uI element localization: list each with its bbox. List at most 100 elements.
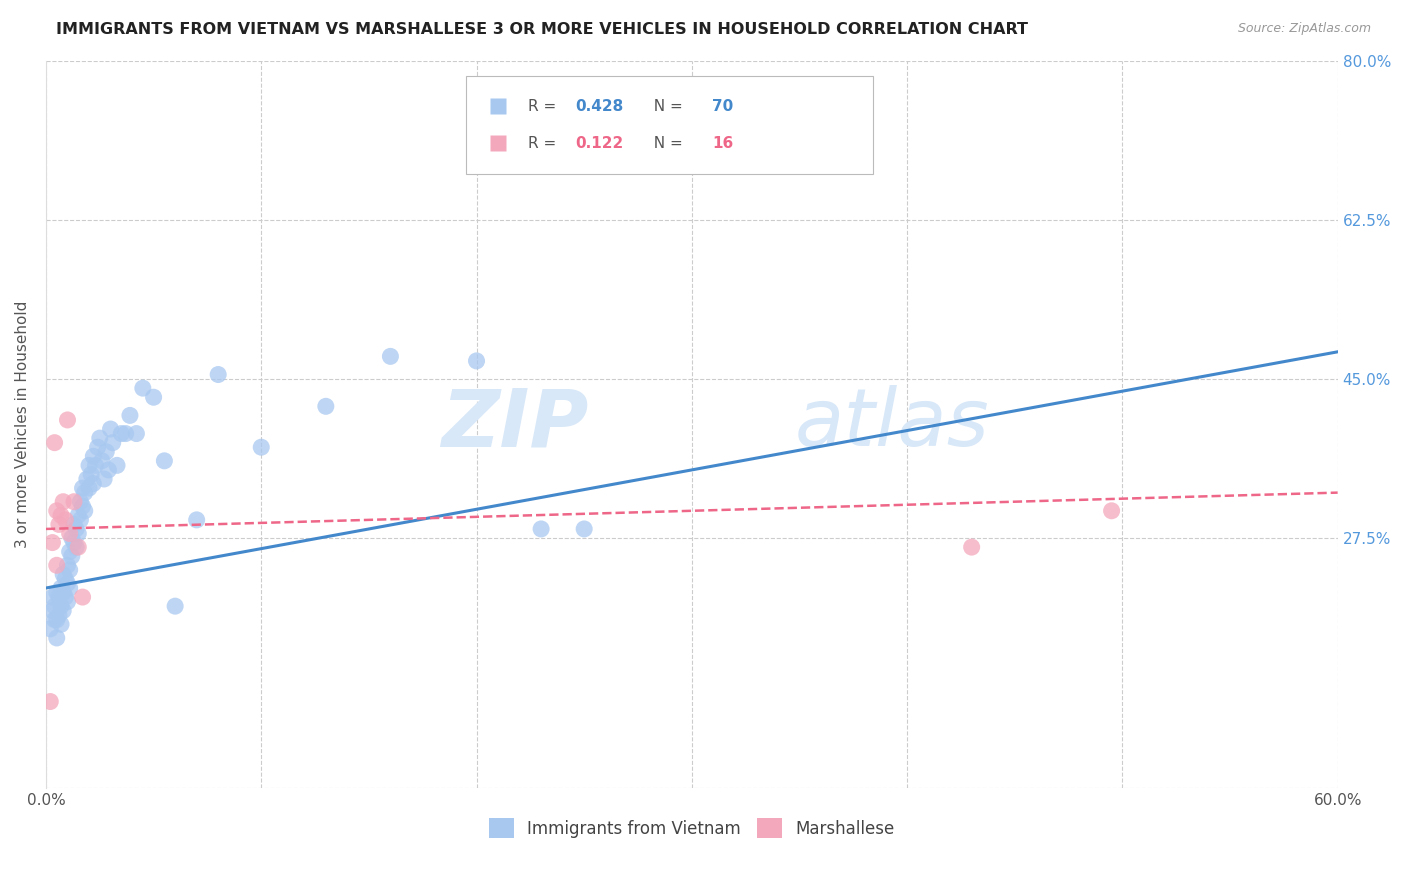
Point <box>52 494 75 508</box>
Point <box>77 481 100 495</box>
Point <box>380 350 402 364</box>
Point <box>77 458 100 473</box>
Point <box>125 426 148 441</box>
Point <box>45 558 67 573</box>
Point <box>63 517 86 532</box>
Point <box>63 535 86 549</box>
Point <box>59 563 82 577</box>
Point <box>73 504 96 518</box>
Text: 70: 70 <box>713 99 734 114</box>
Text: IMMIGRANTS FROM VIETNAM VS MARSHALLESE 3 OR MORE VEHICLES IN HOUSEHOLD CORRELATI: IMMIGRANTS FROM VIETNAM VS MARSHALLESE 3… <box>56 22 1028 37</box>
Point <box>572 522 595 536</box>
Point <box>67 508 90 523</box>
Point <box>73 485 96 500</box>
Text: R =: R = <box>527 99 561 114</box>
Point <box>49 581 72 595</box>
Point <box>142 390 165 404</box>
Point <box>250 440 273 454</box>
Point <box>49 599 72 614</box>
Point <box>41 535 63 549</box>
Point <box>49 508 72 523</box>
Point <box>72 481 94 495</box>
Point <box>49 617 72 632</box>
Point <box>60 549 83 564</box>
Text: 0.122: 0.122 <box>575 136 624 151</box>
Point <box>110 426 132 441</box>
Point <box>530 522 553 536</box>
FancyBboxPatch shape <box>465 76 873 174</box>
Point <box>45 631 67 645</box>
Point <box>53 590 76 604</box>
Point <box>69 494 91 508</box>
Text: N =: N = <box>644 99 688 114</box>
Point <box>45 613 67 627</box>
Point <box>44 435 66 450</box>
Point <box>56 576 79 591</box>
Point <box>56 413 79 427</box>
Point <box>101 435 124 450</box>
Point <box>465 354 488 368</box>
Point <box>39 694 62 708</box>
Point <box>960 540 983 554</box>
Point <box>45 585 67 599</box>
Text: ZIP: ZIP <box>441 385 589 464</box>
Point <box>105 458 128 473</box>
Point <box>44 599 66 614</box>
Point <box>114 426 136 441</box>
Point <box>96 444 118 458</box>
Point <box>72 500 94 514</box>
Y-axis label: 3 or more Vehicles in Household: 3 or more Vehicles in Household <box>15 301 30 549</box>
Point <box>165 599 187 614</box>
Text: R =: R = <box>527 136 561 151</box>
Point <box>52 604 75 618</box>
Point <box>52 567 75 582</box>
Point <box>93 472 115 486</box>
Point <box>67 526 90 541</box>
Point <box>89 431 111 445</box>
Text: 0.428: 0.428 <box>575 99 624 114</box>
Point <box>100 422 122 436</box>
Point <box>86 440 108 454</box>
Point <box>45 504 67 518</box>
Point <box>39 622 62 636</box>
Point <box>132 381 155 395</box>
Point <box>48 590 70 604</box>
Point <box>59 544 82 558</box>
Point <box>65 522 87 536</box>
Point <box>41 590 63 604</box>
Point <box>44 613 66 627</box>
Point <box>76 472 98 486</box>
Point <box>207 368 229 382</box>
Point <box>72 590 94 604</box>
Point <box>53 513 76 527</box>
Text: Source: ZipAtlas.com: Source: ZipAtlas.com <box>1237 22 1371 36</box>
Point <box>60 531 83 545</box>
Point <box>52 585 75 599</box>
Point <box>67 540 90 554</box>
Point <box>65 540 87 554</box>
Point <box>48 608 70 623</box>
Point <box>56 594 79 608</box>
Point <box>53 572 76 586</box>
Point <box>186 513 208 527</box>
Point <box>91 454 114 468</box>
Point <box>153 454 176 468</box>
Point <box>82 476 104 491</box>
Text: 16: 16 <box>713 136 734 151</box>
Point <box>1101 504 1123 518</box>
Point <box>84 458 107 473</box>
Point <box>97 463 120 477</box>
Legend: Immigrants from Vietnam, Marshallese: Immigrants from Vietnam, Marshallese <box>482 811 901 845</box>
Point <box>315 400 337 414</box>
Point <box>118 409 141 423</box>
Text: atlas: atlas <box>796 385 990 464</box>
Point <box>59 581 82 595</box>
Text: N =: N = <box>644 136 688 151</box>
Point <box>80 467 103 482</box>
Point <box>41 604 63 618</box>
Point <box>56 558 79 573</box>
Point <box>59 526 82 541</box>
Point <box>69 513 91 527</box>
Point <box>63 494 86 508</box>
Point <box>48 517 70 532</box>
